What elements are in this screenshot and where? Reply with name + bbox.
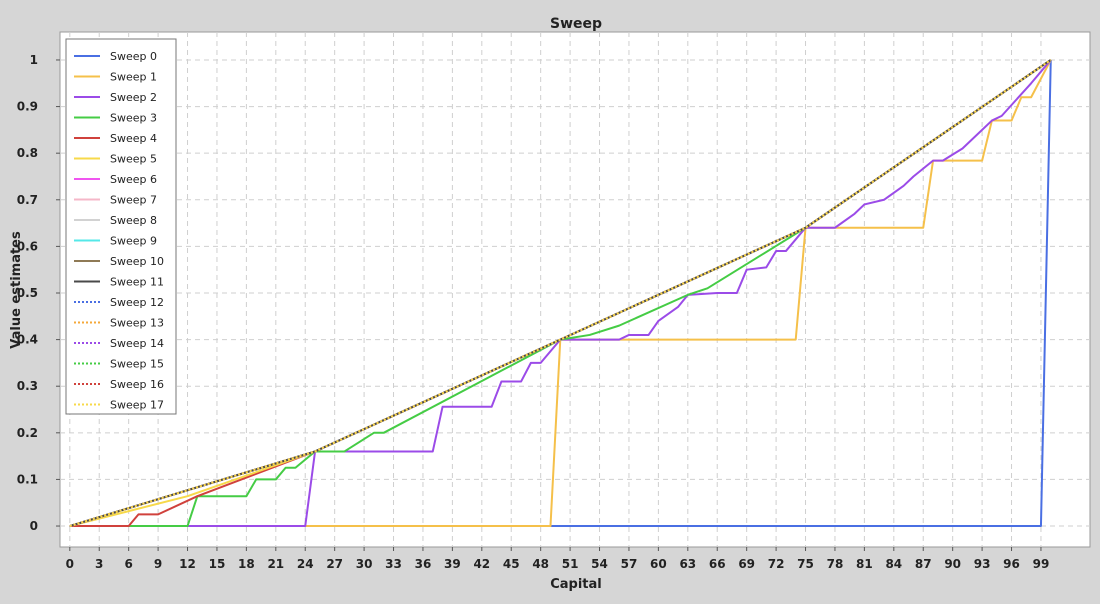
- x-tick-label: 12: [179, 557, 196, 571]
- x-tick-label: 87: [915, 557, 932, 571]
- x-tick-label: 75: [797, 557, 814, 571]
- x-tick-label: 0: [66, 557, 74, 571]
- y-tick-label: 0.7: [17, 193, 38, 207]
- legend-entry: Sweep 13: [74, 317, 164, 330]
- legend-box: [65, 38, 177, 415]
- legend-label: Sweep 5: [110, 153, 157, 166]
- legend-entry: Sweep 0: [74, 50, 157, 63]
- legend-entry: Sweep 14: [74, 337, 164, 350]
- legend-label: Sweep 17: [110, 399, 164, 412]
- y-axis-label: Value estimates: [9, 231, 24, 349]
- x-tick-label: 84: [885, 557, 902, 571]
- legend-entry: Sweep 10: [74, 255, 164, 268]
- legend-label: Sweep 1: [110, 71, 157, 84]
- legend-label: Sweep 12: [110, 296, 164, 309]
- x-tick-label: 93: [974, 557, 991, 571]
- x-tick-label: 33: [385, 557, 402, 571]
- x-tick-label: 81: [856, 557, 873, 571]
- legend-label: Sweep 10: [110, 255, 164, 268]
- x-tick-label: 27: [326, 557, 343, 571]
- series-line-sweep-17: [69, 59, 1052, 527]
- x-tick-label: 60: [650, 557, 667, 571]
- x-tick-label: 48: [532, 557, 549, 571]
- grid: [60, 32, 1090, 547]
- x-tick-label: 39: [444, 557, 461, 571]
- y-tick-label: 0: [30, 519, 38, 533]
- legend-entry: Sweep 2: [74, 91, 157, 104]
- x-tick-label: 15: [209, 557, 226, 571]
- legend-label: Sweep 7: [110, 194, 157, 207]
- legend-entry: Sweep 4: [74, 132, 157, 145]
- x-tick-label: 3: [95, 557, 103, 571]
- y-tick-label: 0.1: [17, 472, 38, 486]
- legend-entry: Sweep 3: [74, 112, 157, 125]
- y-tick-label: 0.3: [17, 379, 38, 393]
- legend-entry: Sweep 16: [74, 378, 164, 391]
- legend-label: Sweep 6: [110, 173, 157, 186]
- legend-label: Sweep 11: [110, 276, 164, 289]
- x-tick-label: 69: [738, 557, 755, 571]
- y-tick-label: 0.5: [17, 286, 38, 300]
- chart-title: Sweep: [550, 16, 602, 32]
- series-line-sweep-2: [69, 59, 1052, 528]
- x-tick-label: 36: [415, 557, 432, 571]
- legend-entry: Sweep 17: [74, 399, 164, 412]
- x-tick-label: 9: [154, 557, 162, 571]
- legend-entry: Sweep 15: [74, 358, 164, 371]
- x-tick-label: 54: [591, 557, 608, 571]
- plot-area: [59, 31, 1091, 548]
- legend-label: Sweep 3: [110, 112, 157, 125]
- legend-label: Sweep 15: [110, 358, 164, 371]
- legend-entry: Sweep 8: [74, 214, 157, 227]
- legend-label: Sweep 8: [110, 214, 157, 227]
- y-tick-label: 0.9: [17, 100, 38, 114]
- x-tick-label: 99: [1033, 557, 1050, 571]
- x-tick-label: 66: [709, 557, 726, 571]
- legend-entry: Sweep 12: [74, 296, 164, 309]
- legend-entry: Sweep 5: [74, 153, 157, 166]
- x-tick-label: 18: [238, 557, 255, 571]
- y-tick-label: 1: [30, 53, 38, 67]
- series-line-sweep-3: [69, 59, 1052, 528]
- x-tick-label: 57: [621, 557, 638, 571]
- x-axis-label: Capital: [550, 577, 602, 592]
- legend-label: Sweep 9: [110, 235, 157, 248]
- x-tick-label: 24: [297, 557, 314, 571]
- legend-entry: Sweep 7: [74, 194, 157, 207]
- legend-label: Sweep 2: [110, 91, 157, 104]
- legend-label: Sweep 16: [110, 378, 164, 391]
- x-tick-label: 42: [473, 557, 490, 571]
- x-tick-label: 78: [827, 557, 844, 571]
- x-tick-label: 90: [944, 557, 961, 571]
- legend-entry: Sweep 9: [74, 235, 157, 248]
- legend-label: Sweep 13: [110, 317, 164, 330]
- axes: 0 3 6 9 12 15 18 21 24 27 30 33 36 39 42 45 48 51 54 57 60 63…: [17, 53, 1050, 571]
- series-layer: [69, 59, 1052, 528]
- x-tick-label: 72: [768, 557, 785, 571]
- y-tick-label: 0.4: [17, 333, 38, 347]
- x-tick-label: 63: [679, 557, 696, 571]
- legend-label: Sweep 0: [110, 50, 157, 63]
- legend-entry: Sweep 1: [74, 71, 157, 84]
- x-tick-label: 6: [124, 557, 132, 571]
- x-tick-label: 45: [503, 557, 520, 571]
- x-tick-label: 51: [562, 557, 579, 571]
- legend-entry: Sweep 11: [74, 276, 164, 289]
- legend: Sweep 0 Sweep 1 Sweep 2 Sweep 3 Sweep 4 Sweep…: [65, 38, 177, 415]
- x-tick-label: 96: [1003, 557, 1020, 571]
- legend-label: Sweep 4: [110, 132, 157, 145]
- y-tick-label: 0.6: [17, 239, 38, 253]
- y-tick-label: 0.2: [17, 426, 38, 440]
- y-tick-label: 0.8: [17, 146, 38, 160]
- x-tick-label: 30: [356, 557, 373, 571]
- legend-label: Sweep 14: [110, 337, 164, 350]
- x-tick-label: 21: [267, 557, 284, 571]
- legend-entry: Sweep 6: [74, 173, 157, 186]
